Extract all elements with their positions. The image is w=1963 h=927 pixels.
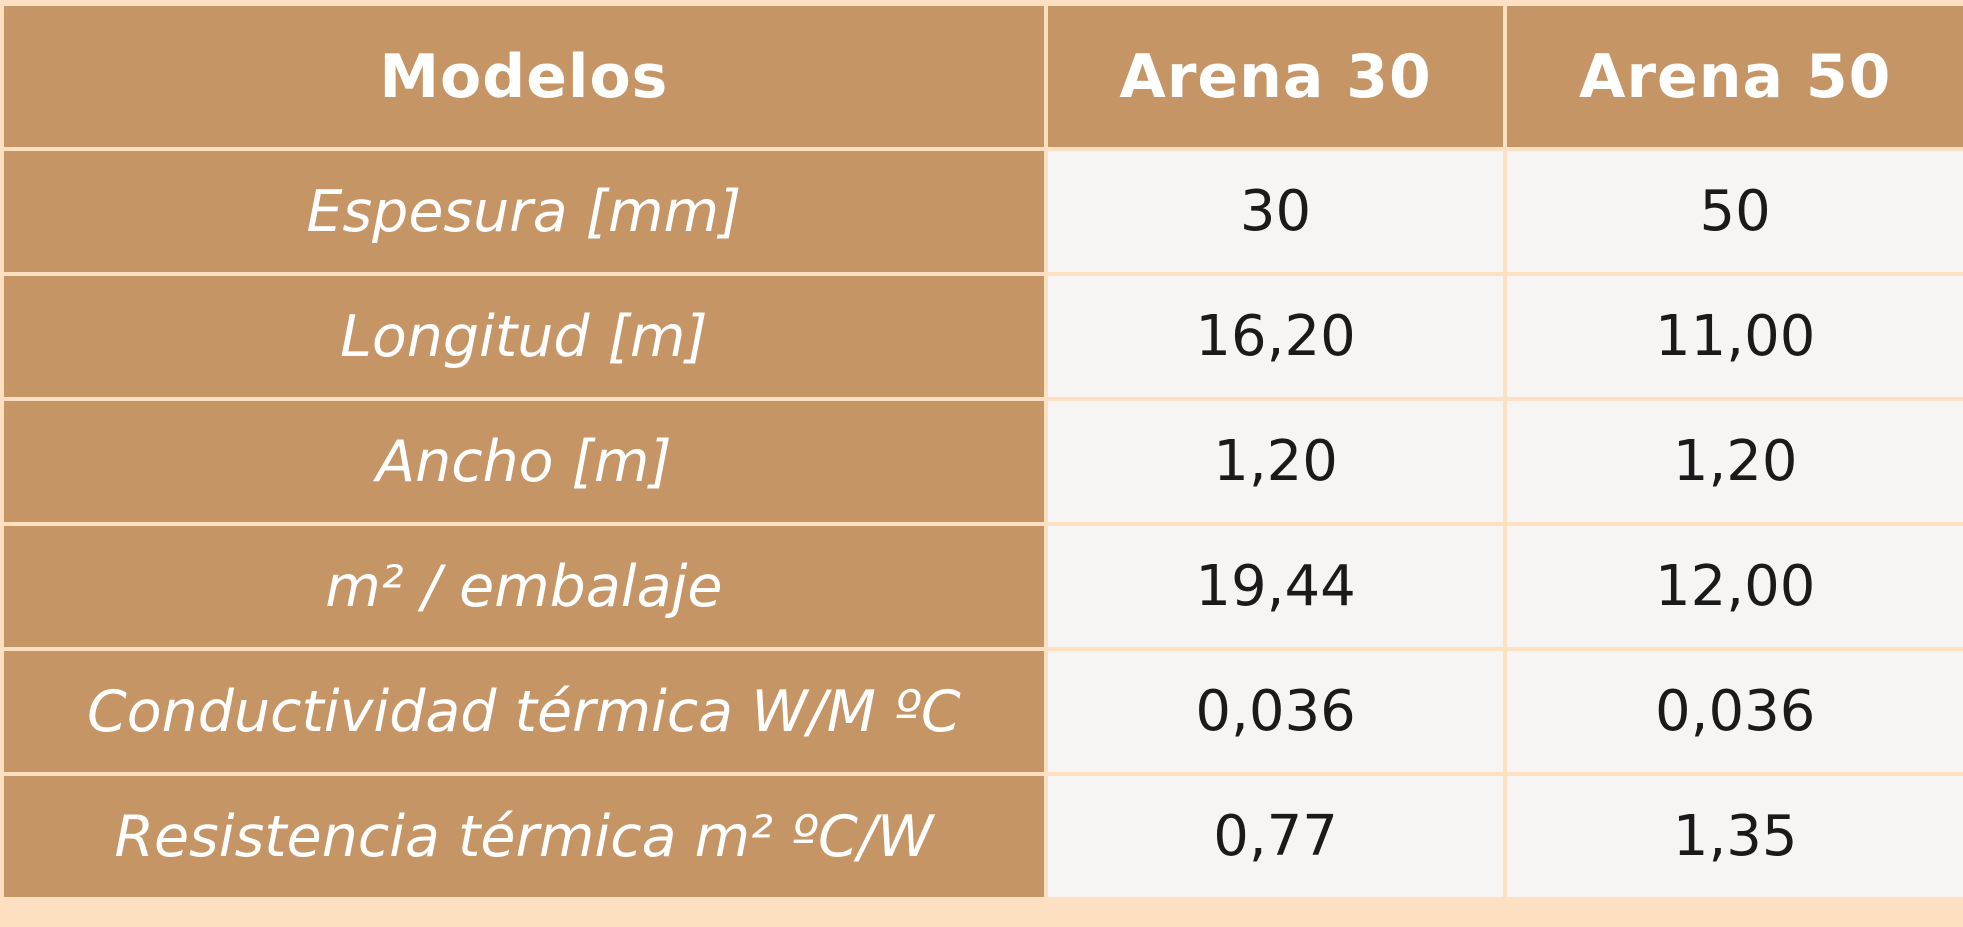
row-label-area-per-package: m² / embalaje <box>4 526 1044 647</box>
table-header-row: Modelos Arena 30 Arena 50 <box>4 6 1963 147</box>
header-arena-50: Arena 50 <box>1507 6 1963 147</box>
row-label-thickness: Espesura [mm] <box>4 151 1044 272</box>
cell-arena-50-length: 11,00 <box>1507 276 1963 397</box>
header-arena-30: Arena 30 <box>1047 6 1504 147</box>
cell-arena-30-thermal-conductivity: 0,036 <box>1047 651 1504 772</box>
table-row: m² / embalaje 19,44 12,00 <box>4 526 1963 647</box>
cell-arena-50-width: 1,20 <box>1507 401 1963 522</box>
cell-arena-50-thermal-resistance: 1,35 <box>1507 776 1963 897</box>
cell-arena-30-thermal-resistance: 0,77 <box>1047 776 1504 897</box>
row-label-thermal-resistance: Resistencia térmica m² ºC/W <box>4 776 1044 897</box>
header-models: Modelos <box>4 6 1044 147</box>
cell-arena-50-thickness: 50 <box>1507 151 1963 272</box>
cell-arena-30-length: 16,20 <box>1047 276 1504 397</box>
row-label-thermal-conductivity: Conductividad térmica W/M ºC <box>4 651 1044 772</box>
cell-arena-30-width: 1,20 <box>1047 401 1504 522</box>
row-label-length: Longitud [m] <box>4 276 1044 397</box>
product-spec-table: Modelos Arena 30 Arena 50 Espesura [mm] … <box>0 2 1963 901</box>
cell-arena-50-thermal-conductivity: 0,036 <box>1507 651 1963 772</box>
table-row: Espesura [mm] 30 50 <box>4 151 1963 272</box>
table-row: Resistencia térmica m² ºC/W 0,77 1,35 <box>4 776 1963 897</box>
cell-arena-30-area-per-package: 19,44 <box>1047 526 1504 647</box>
table-row: Longitud [m] 16,20 11,00 <box>4 276 1963 397</box>
table-row: Conductividad térmica W/M ºC 0,036 0,036 <box>4 651 1963 772</box>
cell-arena-30-thickness: 30 <box>1047 151 1504 272</box>
row-label-width: Ancho [m] <box>4 401 1044 522</box>
table-row: Ancho [m] 1,20 1,20 <box>4 401 1963 522</box>
cell-arena-50-area-per-package: 12,00 <box>1507 526 1963 647</box>
